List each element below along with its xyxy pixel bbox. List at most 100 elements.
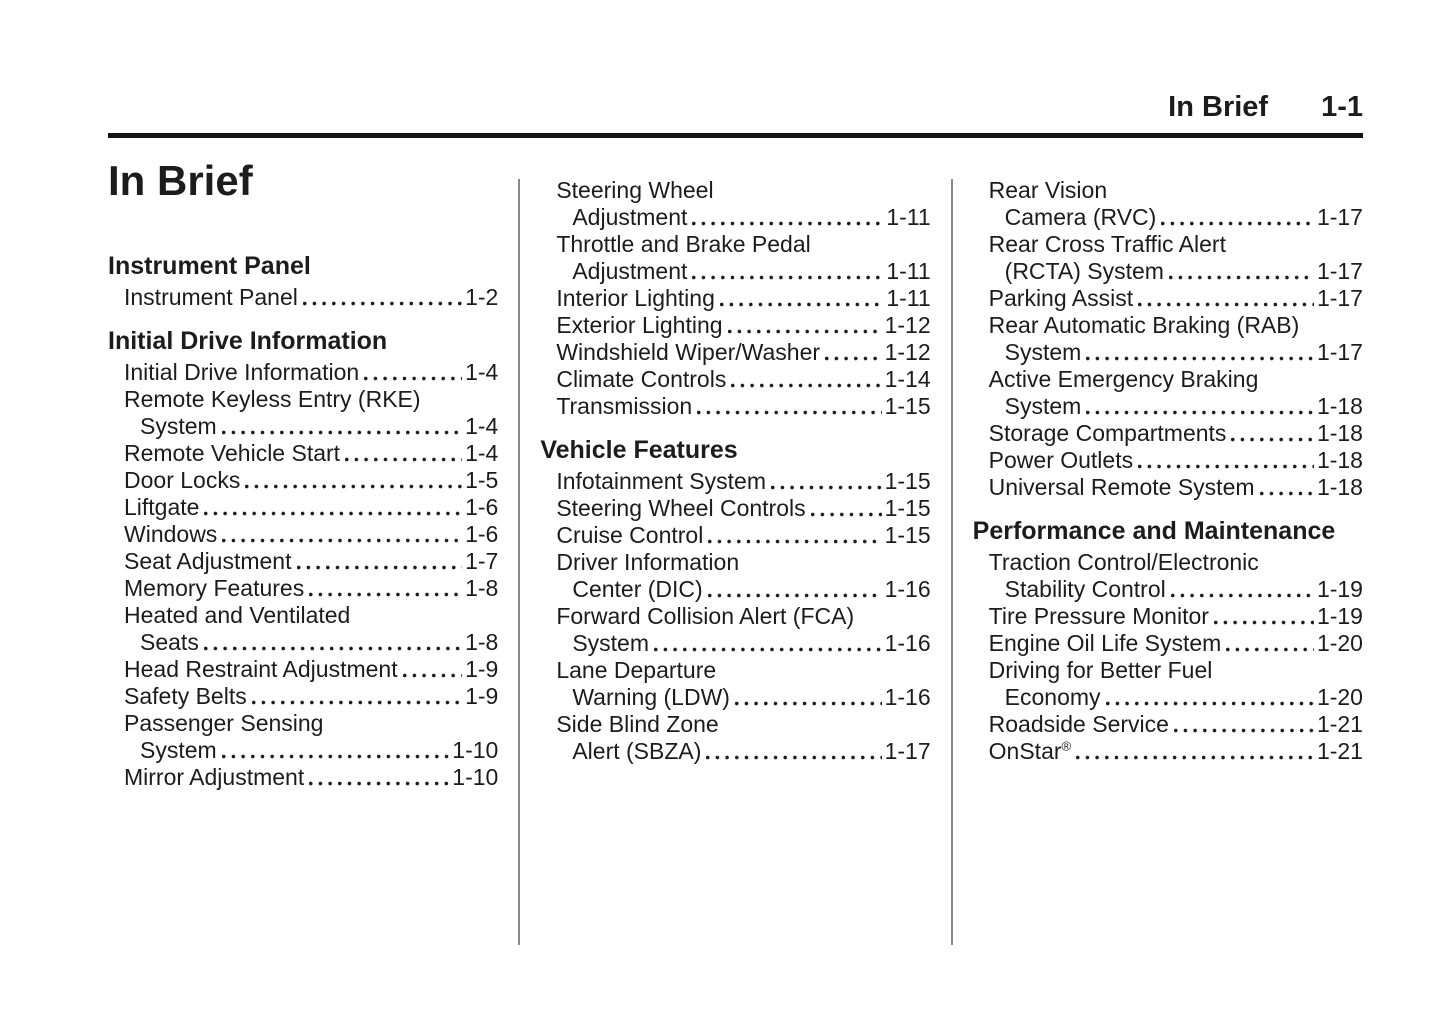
toc-entry: Throttle and Brake Pedal Adjustment 1-11 [540, 231, 930, 285]
entry-label-line: Traction Control/Electronic [988, 549, 1259, 575]
entry-page-number: 1-15 [884, 393, 931, 419]
dot-leader [1259, 491, 1314, 496]
entry-page-number: 1-17 [1316, 339, 1363, 365]
dot-leader [203, 646, 463, 651]
entry-label-line: Remote Keyless Entry (RKE) [124, 386, 421, 412]
entry-page-number: 1-17 [1316, 285, 1363, 311]
dot-leader [734, 701, 882, 706]
entry-label: Liftgate [124, 494, 200, 520]
toc-entry: Head Restraint Adjustment 1-9 [108, 656, 498, 683]
dot-leader [1138, 302, 1314, 307]
dot-leader [1213, 620, 1314, 625]
dot-leader [1105, 701, 1314, 706]
toc-entry: Interior Lighting 1-11 [540, 285, 930, 312]
entry-label: Instrument Panel [124, 284, 298, 310]
entry-page-number: 1-8 [465, 575, 499, 601]
entry-final-line: Tire Pressure Monitor 1-19 [989, 603, 1363, 630]
toc-entry: Engine Oil Life System 1-20 [973, 630, 1363, 657]
entry-page-number: 1-10 [452, 737, 499, 763]
entry-final-line: System 1-17 [1005, 339, 1363, 366]
toc-entry: Steering Wheel Adjustment 1-11 [540, 177, 930, 231]
entry-final-line: Parking Assist 1-17 [989, 285, 1363, 312]
entry-label-line: Rear Vision [988, 177, 1108, 203]
toc-entry: OnStar® 1-21 [973, 738, 1363, 765]
entry-label: Mirror Adjustment [124, 764, 305, 790]
entry-final-line: System 1-10 [140, 737, 498, 764]
dot-leader [719, 302, 884, 307]
dot-leader [770, 485, 882, 490]
entry-final-line: Head Restraint Adjustment 1-9 [124, 656, 498, 683]
entry-label-line: Driver Information [556, 549, 740, 575]
toc-entry: Instrument Panel 1-2 [108, 284, 498, 311]
toc-entry: Infotainment System 1-15 [540, 468, 930, 495]
entry-label: Power Outlets [988, 447, 1134, 473]
toc-entry: Lane Departure Warning (LDW) 1-16 [540, 657, 930, 711]
dot-leader [1173, 728, 1314, 733]
entry-page-number: 1-14 [884, 366, 931, 392]
running-header-title: In Brief [1168, 91, 1269, 123]
entry-page-number: 1-20 [1316, 630, 1363, 656]
entry-final-line: Steering Wheel Controls 1-15 [556, 495, 930, 522]
entry-final-line: Safety Belts 1-9 [124, 683, 498, 710]
entry-label: Interior Lighting [556, 285, 715, 311]
toc-entry: Seat Adjustment 1-7 [108, 548, 498, 575]
dot-leader [302, 301, 463, 306]
dot-leader [697, 410, 882, 415]
entry-final-line: Seat Adjustment 1-7 [124, 548, 498, 575]
entry-label: OnStar® [988, 738, 1072, 764]
toc-section: Steering Wheel Adjustment 1-11 Throttle and… [540, 177, 930, 420]
toc-entry: Parking Assist 1-17 [973, 285, 1363, 312]
toc-entry: Driving for Better Fuel Economy 1-20 [973, 657, 1363, 711]
entry-label: Steering Wheel Controls [556, 495, 806, 521]
entry-page-number: 1-21 [1316, 738, 1363, 764]
section-heading: Vehicle Features [540, 436, 738, 464]
entry-final-line: Adjustment 1-11 [572, 204, 930, 231]
entry-label: Memory Features [124, 575, 305, 601]
dot-leader [345, 457, 463, 462]
entry-final-line: Interior Lighting 1-11 [556, 285, 930, 312]
dot-leader [222, 538, 463, 543]
dot-leader [309, 781, 450, 786]
toc-entry: Tire Pressure Monitor 1-19 [973, 603, 1363, 630]
entry-final-line: Initial Drive Information 1-4 [124, 359, 498, 386]
entry-label: System [140, 737, 217, 763]
entry-label: System [1004, 393, 1082, 419]
entry-page-number: 1-10 [452, 764, 499, 790]
entry-final-line: System 1-16 [572, 630, 930, 657]
entry-final-line: Liftgate 1-6 [124, 494, 498, 521]
toc-entry: Memory Features 1-8 [108, 575, 498, 602]
page-title: In Brief [108, 157, 253, 204]
entry-page-number: 1-9 [465, 656, 499, 682]
entry-label-line: Passenger Sensing [124, 710, 324, 736]
toc-entry: Power Outlets 1-18 [973, 447, 1363, 474]
toc-entry: Heated and Ventilated Seats 1-8 [108, 602, 498, 656]
entry-final-line: Mirror Adjustment 1-10 [124, 764, 498, 791]
entry-label: Universal Remote System [988, 474, 1255, 500]
entry-final-line: Storage Compartments 1-18 [989, 420, 1363, 447]
entry-final-line: Door Locks 1-5 [124, 467, 498, 494]
manual-page: In Brief 1-1 In Brief Instrument Panel Ins… [108, 93, 1363, 945]
toc-section: Rear Vision Camera (RVC) 1-17 Rear Cross Tr… [973, 177, 1363, 501]
dot-leader [296, 565, 463, 570]
entry-final-line: Infotainment System 1-15 [556, 468, 930, 495]
toc-entry: Storage Compartments 1-18 [973, 420, 1363, 447]
entry-page-number: 1-20 [1316, 684, 1363, 710]
dot-leader [245, 484, 463, 489]
toc-entry: Exterior Lighting 1-12 [540, 312, 930, 339]
toc-entry: Liftgate 1-6 [108, 494, 498, 521]
entry-label-line: Rear Cross Traffic Alert [988, 231, 1226, 257]
entry-label: Tire Pressure Monitor [988, 603, 1209, 629]
entry-label: Parking Assist [988, 285, 1134, 311]
entry-final-line: Exterior Lighting 1-12 [556, 312, 930, 339]
dot-leader [731, 383, 882, 388]
entry-label: Cruise Control [556, 522, 704, 548]
entry-label-line: Side Blind Zone [556, 711, 719, 737]
entry-page-number: 1-9 [465, 683, 499, 709]
entry-label: Safety Belts [124, 683, 247, 709]
toc-entry: Universal Remote System 1-18 [973, 474, 1363, 501]
entry-final-line: Memory Features 1-8 [124, 575, 498, 602]
entry-final-line: Windshield Wiper/Washer 1-12 [556, 339, 930, 366]
entry-label: Adjustment [572, 204, 688, 230]
toc-section: Vehicle Features Infotainment System 1-15 S… [540, 436, 930, 765]
running-header: In Brief 1-1 [108, 93, 1363, 122]
